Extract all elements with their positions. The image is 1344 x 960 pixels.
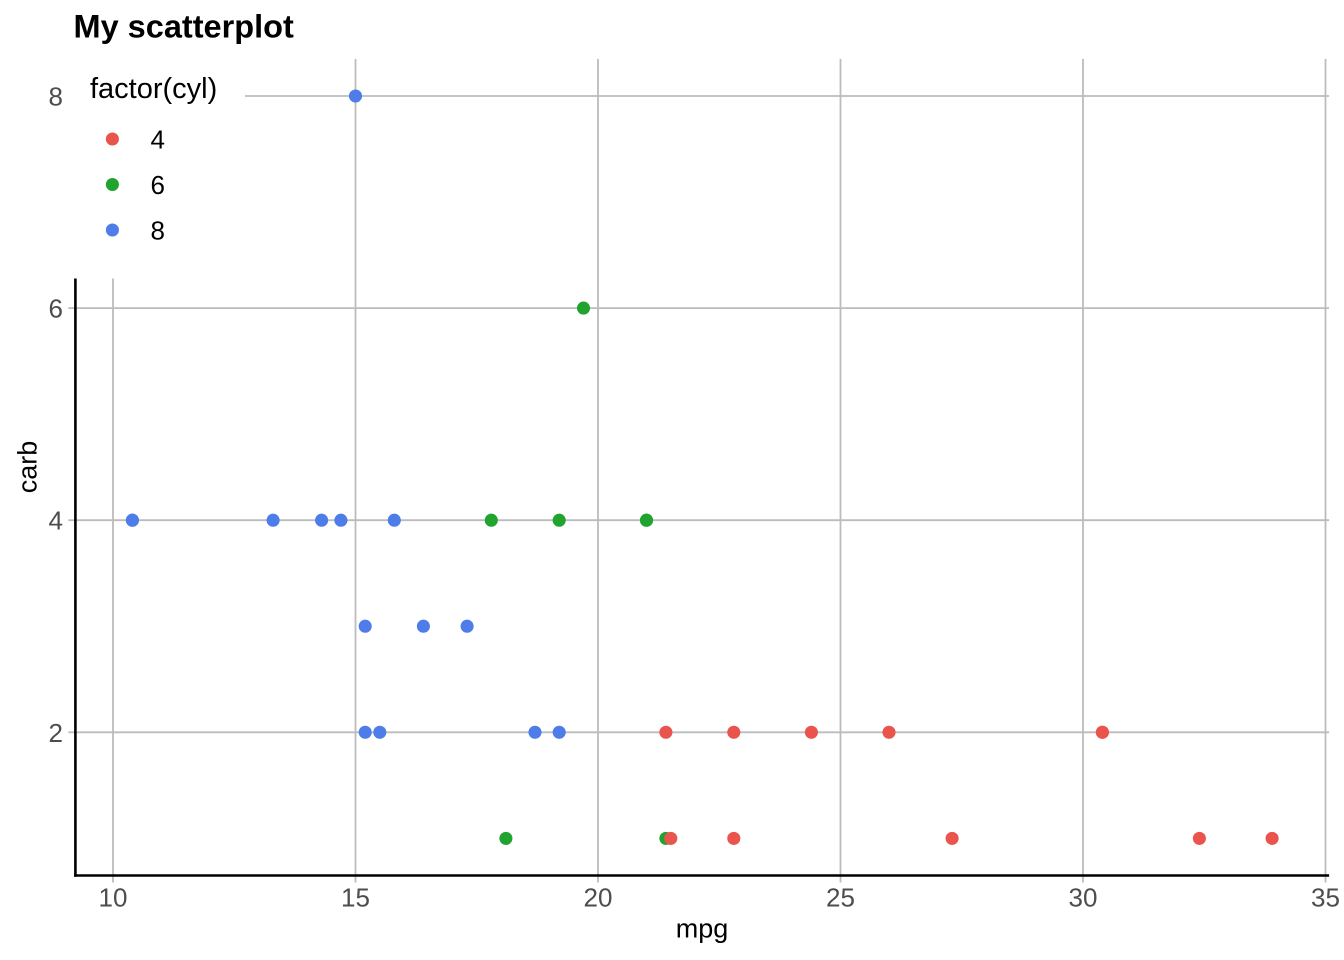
svg-text:8: 8 [49, 82, 63, 112]
svg-text:mpg: mpg [676, 914, 729, 944]
svg-text:15: 15 [341, 883, 370, 913]
svg-text:4: 4 [49, 506, 63, 536]
svg-text:My scatterplot: My scatterplot [74, 9, 295, 45]
svg-text:6: 6 [151, 170, 165, 200]
svg-text:25: 25 [826, 883, 855, 913]
svg-text:8: 8 [151, 215, 165, 245]
svg-text:2: 2 [49, 718, 63, 748]
svg-text:6: 6 [49, 294, 63, 324]
svg-text:factor(cyl): factor(cyl) [90, 73, 217, 105]
svg-text:4: 4 [151, 124, 165, 154]
svg-text:30: 30 [1069, 883, 1098, 913]
svg-text:carb: carb [13, 441, 43, 494]
svg-text:10: 10 [99, 883, 128, 913]
svg-text:35: 35 [1311, 883, 1340, 913]
svg-text:20: 20 [584, 883, 613, 913]
